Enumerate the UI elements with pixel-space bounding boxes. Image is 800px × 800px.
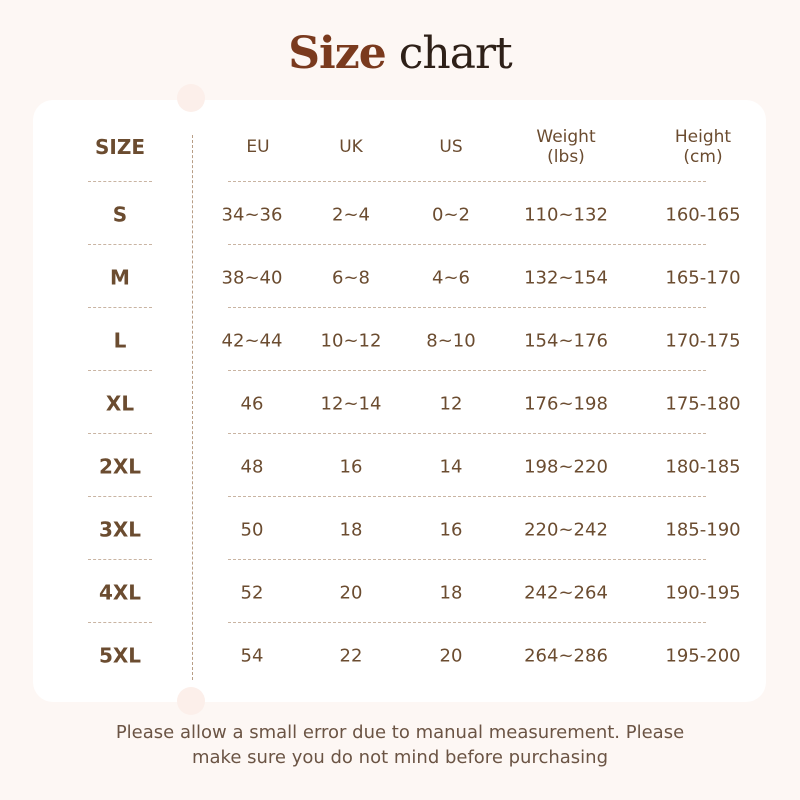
cell-us: 20 <box>439 645 463 667</box>
cell-us: 0~2 <box>432 204 470 226</box>
row-divider <box>228 244 706 245</box>
size-row-divider <box>88 181 152 182</box>
cell-height: 175-180 <box>665 393 741 415</box>
size-table-card <box>33 100 766 702</box>
cell-size: S <box>112 202 128 227</box>
cell-weight: 176~198 <box>524 393 608 415</box>
cell-uk: 18 <box>339 519 363 541</box>
cell-height: 180-185 <box>665 456 741 478</box>
cell-weight: 264~286 <box>524 645 608 667</box>
header-size: SIZE <box>94 135 146 159</box>
header-eu: EU <box>246 137 270 157</box>
cell-us: 8~10 <box>426 330 476 352</box>
header-uk: UK <box>339 137 363 157</box>
cell-us: 16 <box>439 519 463 541</box>
cell-weight: 110~132 <box>524 204 608 226</box>
row-divider <box>228 433 706 434</box>
header-height: Height (cm) <box>674 127 732 167</box>
row-divider <box>228 496 706 497</box>
size-row-divider <box>88 433 152 434</box>
cell-us: 12 <box>439 393 463 415</box>
title-chart: chart <box>398 28 513 79</box>
cell-size: M <box>110 265 130 290</box>
size-row-divider <box>88 622 152 623</box>
measurement-note: Please allow a small error due to manual… <box>115 722 685 768</box>
size-row-divider <box>88 370 152 371</box>
row-divider <box>228 559 706 560</box>
cell-height: 195-200 <box>665 645 741 667</box>
cell-size: L <box>113 328 127 353</box>
cell-weight: 242~264 <box>524 582 608 604</box>
cell-eu: 34~36 <box>221 204 283 226</box>
header-us: US <box>439 137 463 157</box>
cell-height: 185-190 <box>665 519 741 541</box>
cell-us: 14 <box>439 456 463 478</box>
size-row-divider <box>88 307 152 308</box>
cell-uk: 10~12 <box>320 330 382 352</box>
column-divider <box>192 135 193 680</box>
size-row-divider <box>88 559 152 560</box>
cell-height: 165-170 <box>665 267 741 289</box>
cell-weight: 154~176 <box>524 330 608 352</box>
cell-weight: 220~242 <box>524 519 608 541</box>
cell-eu: 50 <box>240 519 264 541</box>
cell-size: 4XL <box>98 580 142 605</box>
size-row-divider <box>88 496 152 497</box>
cell-eu: 46 <box>240 393 264 415</box>
cell-height: 160-165 <box>665 204 741 226</box>
cell-uk: 16 <box>339 456 363 478</box>
cell-eu: 38~40 <box>221 267 283 289</box>
cell-weight: 198~220 <box>524 456 608 478</box>
decorative-dot-bottom <box>177 687 205 715</box>
cell-uk: 6~8 <box>332 267 370 289</box>
cell-uk: 20 <box>339 582 363 604</box>
cell-size: 2XL <box>98 454 142 479</box>
cell-size: XL <box>105 391 135 416</box>
cell-height: 170-175 <box>665 330 741 352</box>
row-divider <box>228 370 706 371</box>
cell-uk: 2~4 <box>332 204 370 226</box>
cell-uk: 12~14 <box>320 393 382 415</box>
row-divider <box>228 181 706 182</box>
title-size: Size <box>288 28 386 79</box>
cell-size: 3XL <box>98 517 142 542</box>
cell-height: 190-195 <box>665 582 741 604</box>
row-divider <box>228 622 706 623</box>
header-weight: Weight (lbs) <box>536 127 596 167</box>
cell-us: 18 <box>439 582 463 604</box>
size-row-divider <box>88 244 152 245</box>
cell-weight: 132~154 <box>524 267 608 289</box>
cell-eu: 48 <box>240 456 264 478</box>
cell-eu: 54 <box>240 645 264 667</box>
page-title: Size chart <box>0 28 800 79</box>
cell-uk: 22 <box>339 645 363 667</box>
row-divider <box>228 307 706 308</box>
cell-eu: 42~44 <box>221 330 283 352</box>
cell-eu: 52 <box>240 582 264 604</box>
cell-us: 4~6 <box>432 267 470 289</box>
cell-size: 5XL <box>98 643 142 668</box>
decorative-dot-top <box>177 84 205 112</box>
